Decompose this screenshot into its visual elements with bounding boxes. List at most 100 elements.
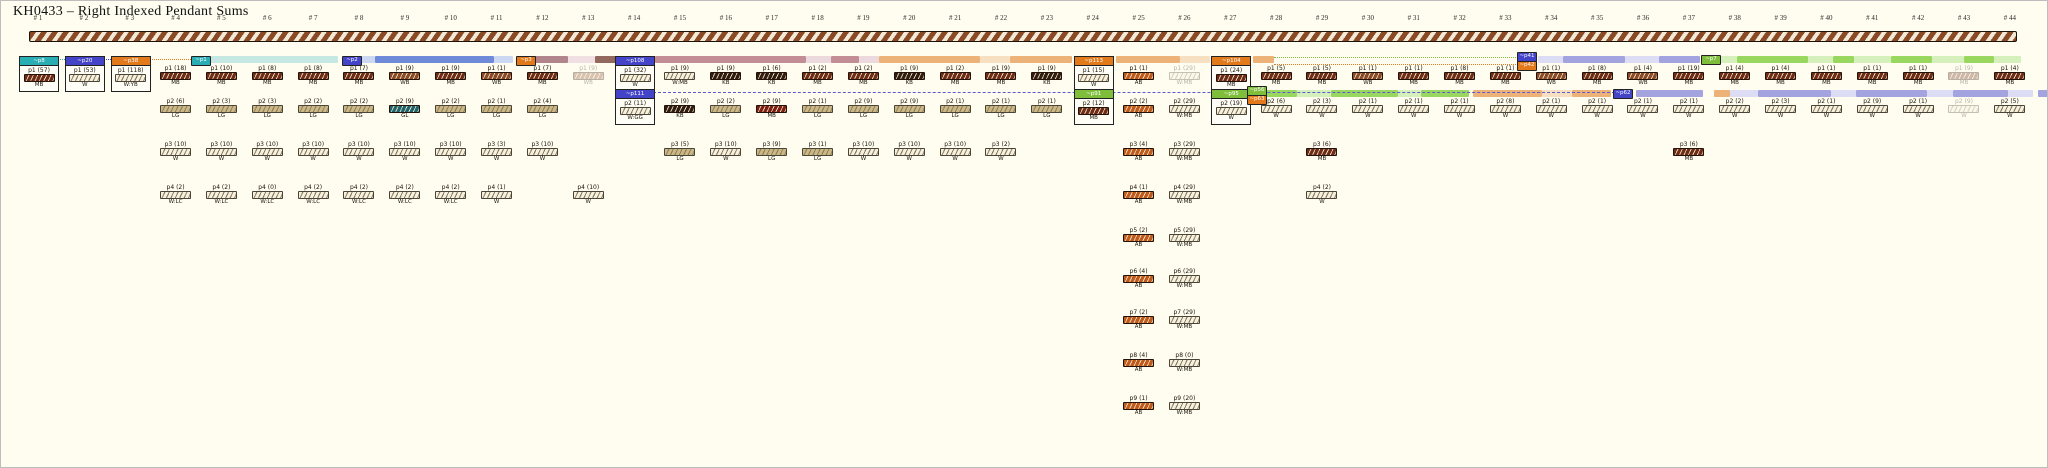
pendant-cord: p3 (10) W bbox=[388, 141, 422, 163]
column-header: # 29 bbox=[1315, 14, 1329, 22]
knot-bar bbox=[205, 105, 237, 113]
pendant-label: p4 (2) bbox=[166, 184, 185, 191]
color-code-label: WB bbox=[1546, 80, 1556, 86]
cord-group-bar bbox=[375, 56, 495, 63]
color-code-label: W bbox=[82, 82, 88, 88]
knot-bar bbox=[710, 105, 742, 113]
pendant-label: p2 (19) bbox=[1220, 100, 1243, 107]
knot-bar bbox=[1535, 72, 1567, 80]
pendant-cord: p4 (2) W:LC bbox=[296, 184, 330, 206]
pendant-cord: p3 (10) W bbox=[709, 141, 743, 163]
pendant-cord: p2 (9) LG bbox=[846, 98, 880, 120]
color-code-label: LG bbox=[217, 113, 226, 119]
pendant-label: p1 (6) bbox=[762, 65, 781, 72]
knot-bar bbox=[1994, 105, 2026, 113]
color-code-label: MB bbox=[1455, 80, 1464, 86]
column-header: # 44 bbox=[2003, 14, 2016, 22]
cord-group-bar bbox=[858, 56, 880, 63]
pendant-label: p1 (57) bbox=[28, 67, 50, 74]
pendant-label: p3 (10) bbox=[531, 141, 554, 148]
knot-bar bbox=[160, 191, 192, 199]
knot-bar bbox=[939, 105, 971, 113]
pendant-label: p1 (1) bbox=[1542, 65, 1561, 72]
knot-bar bbox=[664, 105, 696, 113]
pendant-cord: p2 (3) LG bbox=[250, 98, 284, 120]
knot-bar bbox=[435, 191, 467, 199]
cord-group-bar bbox=[494, 56, 513, 63]
pendant-cord: p1 (9) MB bbox=[984, 65, 1018, 87]
pendant-label: p5 (29) bbox=[1173, 227, 1196, 234]
color-code-label: W:MB bbox=[1176, 283, 1193, 289]
pendant-label: p1 (5) bbox=[1267, 65, 1286, 72]
column-header: # 1 bbox=[33, 14, 43, 22]
pendant-cord: p2 (2) LG bbox=[342, 98, 376, 120]
cord-group-bar bbox=[1808, 56, 1834, 63]
pendant-cord: p9 (20) W:MB bbox=[1167, 395, 1201, 417]
column-header: # 40 bbox=[1820, 14, 1833, 22]
sum-cord-header: ~p8 bbox=[20, 57, 58, 66]
knot-bar bbox=[297, 191, 329, 199]
color-code-label: W:MB bbox=[1176, 199, 1193, 205]
pendant-cord: p1 (1) MB bbox=[1488, 65, 1522, 87]
cord-group-bar bbox=[879, 56, 981, 63]
cord-group-bar bbox=[1636, 90, 1703, 97]
color-code-label: W bbox=[1319, 199, 1325, 205]
knot-bar bbox=[389, 105, 421, 113]
pendant-label: p2 (2) bbox=[716, 98, 735, 105]
column-header: # 30 bbox=[1361, 14, 1374, 22]
knot-bar bbox=[1948, 72, 1980, 80]
knot-bar bbox=[1444, 105, 1476, 113]
color-code-label: MB bbox=[1959, 80, 1969, 86]
knot-bar bbox=[251, 191, 283, 199]
knot-bar bbox=[1168, 72, 1200, 80]
color-code-label: LG bbox=[813, 113, 822, 119]
knot-bar bbox=[1168, 316, 1200, 324]
pendant-label: p3 (10) bbox=[302, 141, 325, 148]
pendant-cord: p3 (6) MB bbox=[1672, 141, 1706, 163]
color-code-label: MB bbox=[171, 80, 180, 86]
knot-bar bbox=[526, 72, 558, 80]
sum-connector-line bbox=[99, 59, 117, 60]
color-code-label: W:LC bbox=[443, 199, 458, 205]
pendant-label: p3 (6) bbox=[1679, 141, 1698, 148]
knot-bar bbox=[847, 72, 879, 80]
cord-group-bar bbox=[1659, 56, 1701, 63]
sum-cord-box: ~p3 bbox=[516, 56, 536, 66]
pendant-cord: p2 (29) W:MB bbox=[1167, 98, 1201, 120]
knot-bar bbox=[69, 74, 101, 82]
color-code-label: W bbox=[1961, 113, 1967, 119]
color-code-label: W bbox=[310, 156, 316, 162]
pendant-label: p2 (2) bbox=[1725, 98, 1744, 105]
pendant-cord: p2 (1) W bbox=[1580, 98, 1614, 120]
color-code-label: W:YB bbox=[123, 82, 138, 88]
pendant-cord: p1 (9) KB bbox=[709, 65, 743, 87]
pendant-cord: p7 (29) W:MB bbox=[1167, 309, 1201, 331]
cord-group-bar bbox=[595, 56, 628, 63]
knot-bar bbox=[1123, 72, 1155, 80]
pendant-cord: p2 (3) W bbox=[1305, 98, 1339, 120]
pendant-cord: p3 (10) W bbox=[204, 141, 238, 163]
pendant-cord: p1 (4) WB bbox=[1626, 65, 1660, 87]
sum-cord-box: ~p7 bbox=[1701, 55, 1721, 65]
cord-group-bar bbox=[1931, 56, 1964, 63]
pendant-label: p1 (9) bbox=[1954, 65, 1973, 72]
color-code-label: W:LC bbox=[352, 199, 366, 205]
column-header: # 4 bbox=[171, 14, 180, 22]
column-header: # 27 bbox=[1224, 14, 1237, 22]
pendant-cord: p1 (9) WB bbox=[571, 65, 605, 87]
knot-bar bbox=[1123, 402, 1155, 410]
color-code-label: LG bbox=[813, 156, 822, 162]
knot-bar bbox=[664, 72, 696, 80]
knot-bar bbox=[343, 105, 375, 113]
column-header: # 18 bbox=[811, 14, 824, 22]
pendant-cord: p3 (10) W bbox=[434, 141, 468, 163]
knot-bar bbox=[1627, 105, 1659, 113]
knot-bar bbox=[802, 105, 834, 113]
color-code-label: MB bbox=[1409, 80, 1418, 86]
pendant-label: p2 (8) bbox=[1496, 98, 1515, 105]
pendant-cord: p1 (9) W:MB bbox=[663, 65, 697, 87]
pendant-label: p1 (8) bbox=[304, 65, 323, 72]
color-code-label: W:MB bbox=[1176, 113, 1193, 119]
cord-group-bar bbox=[1296, 90, 1332, 97]
knot-bar bbox=[1123, 316, 1155, 324]
